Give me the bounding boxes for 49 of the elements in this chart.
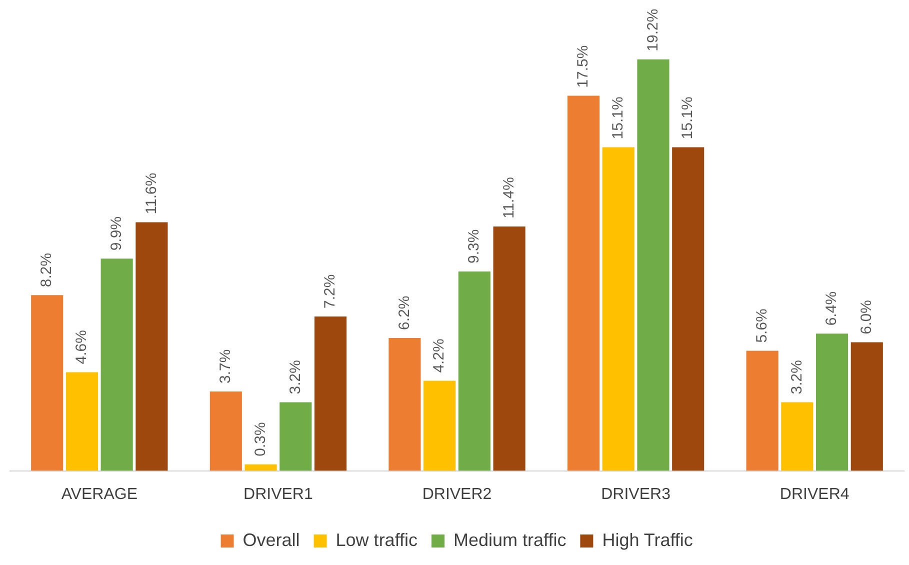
x-tick-label: DRIVER2 xyxy=(422,486,492,503)
data-label: 3.7% xyxy=(217,349,234,384)
bar xyxy=(746,350,778,471)
data-label: 15.1% xyxy=(679,96,696,140)
bar xyxy=(280,402,312,471)
legend-label: Medium traffic xyxy=(453,530,566,550)
data-label: 17.5% xyxy=(574,45,592,88)
data-label: 19.2% xyxy=(644,8,662,52)
bar xyxy=(388,338,421,471)
data-label: 11.4% xyxy=(500,177,518,219)
data-label: 6.0% xyxy=(858,300,876,334)
data-label: 6.2% xyxy=(396,296,413,330)
bar xyxy=(850,342,883,471)
data-label: 3.2% xyxy=(286,360,304,394)
data-label: 3.2% xyxy=(788,360,806,394)
data-label: 9.9% xyxy=(108,216,125,251)
data-label: 9.3% xyxy=(466,229,483,264)
bar xyxy=(210,392,242,471)
x-tick-label: DRIVER4 xyxy=(780,486,850,503)
data-label: 15.1% xyxy=(610,96,627,140)
data-label: 6.4% xyxy=(823,291,840,326)
bar xyxy=(136,222,168,471)
x-tick-label: DRIVER3 xyxy=(601,486,671,503)
bar xyxy=(424,380,456,471)
data-label: 11.6% xyxy=(142,172,160,214)
legend-label: High Traffic xyxy=(602,530,693,550)
legend-label: Low traffic xyxy=(336,530,418,550)
bar xyxy=(781,402,814,471)
bar xyxy=(637,59,670,471)
bar xyxy=(602,147,634,471)
data-label: 7.2% xyxy=(322,274,339,309)
data-label: 4.6% xyxy=(73,330,90,364)
data-label: 4.2% xyxy=(430,338,448,373)
bar xyxy=(66,372,98,471)
x-tick-label: DRIVER1 xyxy=(244,486,313,503)
bar xyxy=(493,226,526,471)
legend-label: Overall xyxy=(242,530,300,550)
data-label: 5.6% xyxy=(753,308,770,343)
bar xyxy=(314,316,347,471)
bar xyxy=(458,272,490,471)
bar xyxy=(672,147,704,471)
bar xyxy=(567,96,600,471)
data-label: 0.3% xyxy=(252,422,269,456)
x-tick-label: AVERAGE xyxy=(61,486,138,503)
bar xyxy=(816,334,848,471)
bar xyxy=(244,464,277,471)
data-label: 8.2% xyxy=(38,252,56,288)
bar xyxy=(100,258,133,471)
bar xyxy=(31,295,64,471)
